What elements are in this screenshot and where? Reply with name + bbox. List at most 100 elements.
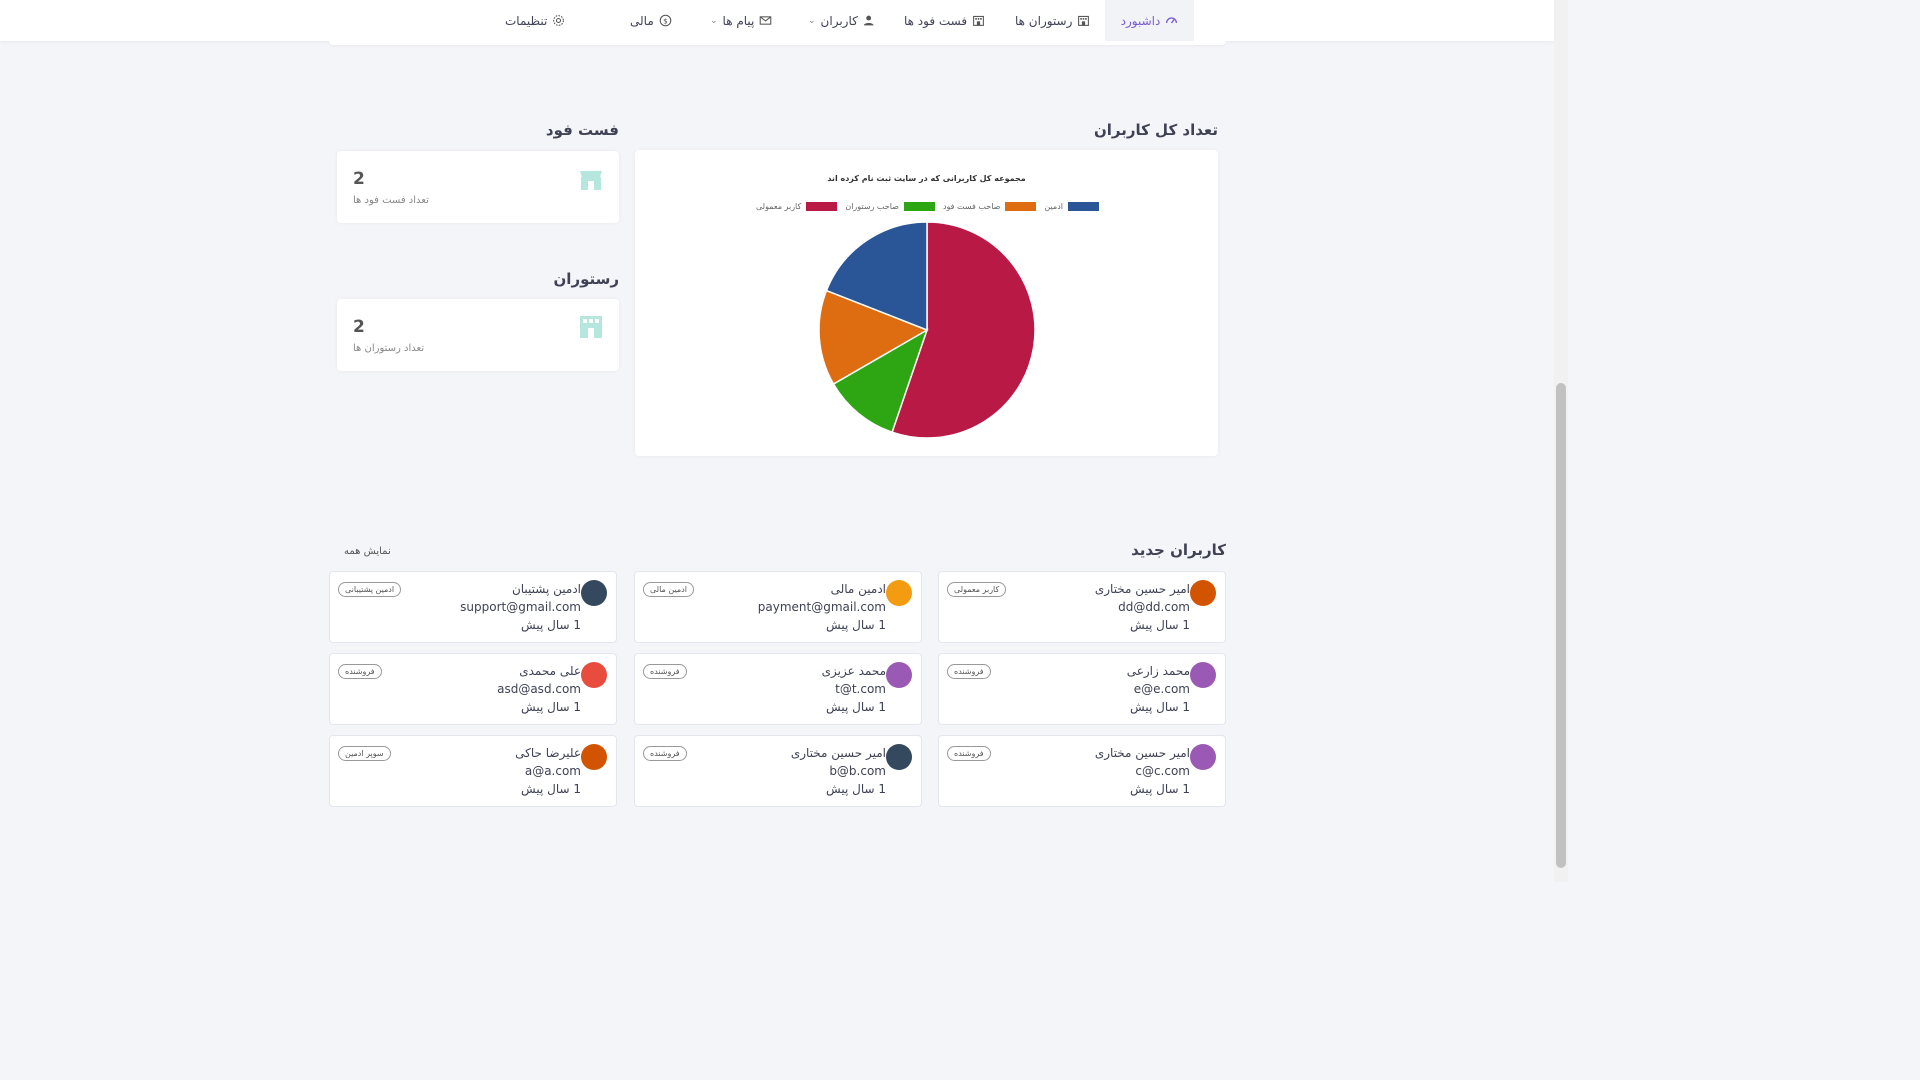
store-icon: [1078, 15, 1090, 26]
user-card[interactable]: محمد زارعی e@e.com 1 سال پیش فروشنده: [938, 653, 1226, 725]
gear-icon: [553, 15, 565, 26]
user-role-badge: فروشنده: [947, 746, 991, 761]
fastfood-section-title: فست فود: [545, 121, 619, 139]
nav-finance[interactable]: $ مالی: [630, 0, 672, 41]
legend-label: صاحب رستوران: [845, 202, 899, 211]
avatar: [886, 580, 912, 606]
store-icon: [973, 15, 985, 26]
nav-restaurants[interactable]: رستوران ها: [1015, 0, 1090, 41]
legend-item[interactable]: صاحب رستوران: [845, 202, 935, 211]
user-card[interactable]: امیر حسین مختاری c@c.com 1 سال پیش فروشنده: [938, 735, 1226, 807]
user-joined-time: 1 سال پیش: [826, 782, 886, 796]
user-joined-time: 1 سال پیش: [521, 618, 581, 632]
avatar: [1190, 580, 1216, 606]
user-joined-time: 1 سال پیش: [521, 700, 581, 714]
nav-dashboard[interactable]: داشبورد: [1105, 0, 1194, 41]
user-role-badge: فروشنده: [643, 664, 687, 679]
fastfood-count-label: تعداد فست فود ها: [353, 195, 429, 206]
legend-swatch: [903, 202, 935, 211]
pie-slice[interactable]: [832, 328, 929, 434]
pie-slice[interactable]: [818, 289, 929, 386]
nav-fastfoods[interactable]: فست فود ها: [904, 0, 985, 41]
user-name: امیر حسین مختاری: [790, 746, 886, 760]
user-role-badge: فروشنده: [338, 664, 382, 679]
store-icon: [580, 171, 602, 190]
avatar: [1190, 662, 1216, 688]
user-name: محمد عزیزی: [821, 664, 886, 678]
user-card[interactable]: علیرضا حاکی a@a.com 1 سال پیش سوپر ادمین: [329, 735, 617, 807]
nav-messages[interactable]: پیام ها ⌄: [710, 0, 772, 41]
pie-slice[interactable]: [891, 221, 1036, 439]
chevron-down-icon: ⌄: [808, 15, 816, 26]
chevron-down-icon: ⌄: [710, 15, 718, 26]
user-name: ادمین پشتیبان: [511, 582, 581, 596]
legend-item[interactable]: کاربر معمولی: [756, 202, 838, 211]
restaurant-stat-card: 2 تعداد رستوران ها: [337, 299, 619, 371]
user-role-badge: ادمین مالی: [643, 582, 694, 597]
nav-users[interactable]: کاربران ⌄: [808, 0, 876, 41]
users-total-title: تعداد کل کاربران: [1093, 121, 1218, 139]
user-joined-time: 1 سال پیش: [826, 618, 886, 632]
user-role-badge: سوپر ادمین: [338, 746, 391, 761]
nav-fastfoods-label: فست فود ها: [904, 13, 968, 28]
chart-legend: ادمین صاحب فست فود صاحب رستوران کاربر معمول…: [755, 202, 1099, 211]
restaurant-count: 2: [353, 317, 365, 337]
nav-restaurants-label: رستوران ها: [1015, 13, 1073, 28]
user-joined-time: 1 سال پیش: [826, 700, 886, 714]
legend-swatch: [1068, 202, 1099, 211]
show-all-link[interactable]: نمایش همه: [344, 546, 391, 557]
user-email: e@e.com: [1133, 682, 1190, 696]
nav-users-label: کاربران: [820, 13, 858, 28]
fastfood-stat-card: 2 تعداد فست فود ها: [337, 151, 619, 223]
legend-swatch: [1005, 202, 1037, 211]
scrollbar[interactable]: [1554, 0, 1568, 882]
user-email: c@c.com: [1135, 764, 1190, 778]
user-name: محمد زارعی: [1126, 664, 1190, 678]
nav-dashboard-label: داشبورد: [1120, 13, 1161, 28]
legend-item[interactable]: صاحب فست فود: [942, 202, 1037, 211]
user-card[interactable]: ادمین پشتیبان support@gmail.com 1 سال پیش ا…: [329, 571, 617, 643]
user-card[interactable]: علی محمدی asd@asd.com 1 سال پیش فروشنده: [329, 653, 617, 725]
user-card[interactable]: ادمین مالی payment@gmail.com 1 سال پیش ادمی…: [634, 571, 922, 643]
legend-label: صاحب فست فود: [942, 202, 1001, 211]
envelope-icon: [760, 16, 772, 25]
avatar: [581, 744, 607, 770]
legend-label: کاربر معمولی: [756, 202, 802, 211]
user-role-badge: فروشنده: [643, 746, 687, 761]
avatar: [581, 662, 607, 688]
dollar-circle-icon: $: [659, 14, 672, 27]
user-email: support@gmail.com: [460, 600, 581, 614]
legend-label: ادمین: [1044, 202, 1063, 211]
pie-chart: [818, 221, 1036, 439]
user-card[interactable]: امیر حسین مختاری b@b.com 1 سال پیش فروشنده: [634, 735, 922, 807]
avatar: [886, 662, 912, 688]
user-email: t@t.com: [835, 682, 886, 696]
legend-item[interactable]: ادمین: [1044, 202, 1099, 211]
user-role-badge: فروشنده: [947, 664, 991, 679]
user-name: علیرضا حاکی: [515, 746, 581, 760]
header-card-edge: [329, 41, 1226, 45]
user-email: dd@dd.com: [1118, 600, 1190, 614]
svg-text:$: $: [663, 16, 668, 25]
nav-settings[interactable]: تنظیمات: [505, 0, 565, 41]
restaurant-section-title: رستوران: [553, 270, 620, 288]
store-icon: [580, 316, 602, 338]
user-email: asd@asd.com: [497, 682, 581, 696]
user-card[interactable]: امیر حسین مختاری dd@dd.com 1 سال پیش کاربر …: [938, 571, 1226, 643]
user-role-badge: ادمین پشتیبانی: [338, 582, 402, 597]
scrollbar-thumb[interactable]: [1556, 383, 1566, 868]
user-role-badge: کاربر معمولی: [947, 582, 1007, 597]
top-navbar: داشبورد رستوران ها فست فود ها کاربران ⌄ …: [0, 0, 1554, 41]
user-email: b@b.com: [829, 764, 886, 778]
user-name: امیر حسین مختاری: [1094, 746, 1190, 760]
restaurant-count-label: تعداد رستوران ها: [353, 343, 425, 354]
nav-finance-label: مالی: [630, 13, 654, 28]
new-users-title: کاربران جدید: [1131, 541, 1226, 559]
user-card[interactable]: محمد عزیزی t@t.com 1 سال پیش فروشنده: [634, 653, 922, 725]
avatar: [581, 580, 607, 606]
users-icon: [863, 15, 874, 26]
user-name: امیر حسین مختاری: [1094, 582, 1190, 596]
nav-messages-label: پیام ها: [722, 13, 755, 28]
user-email: a@a.com: [524, 764, 581, 778]
pie-slice[interactable]: [825, 221, 928, 332]
